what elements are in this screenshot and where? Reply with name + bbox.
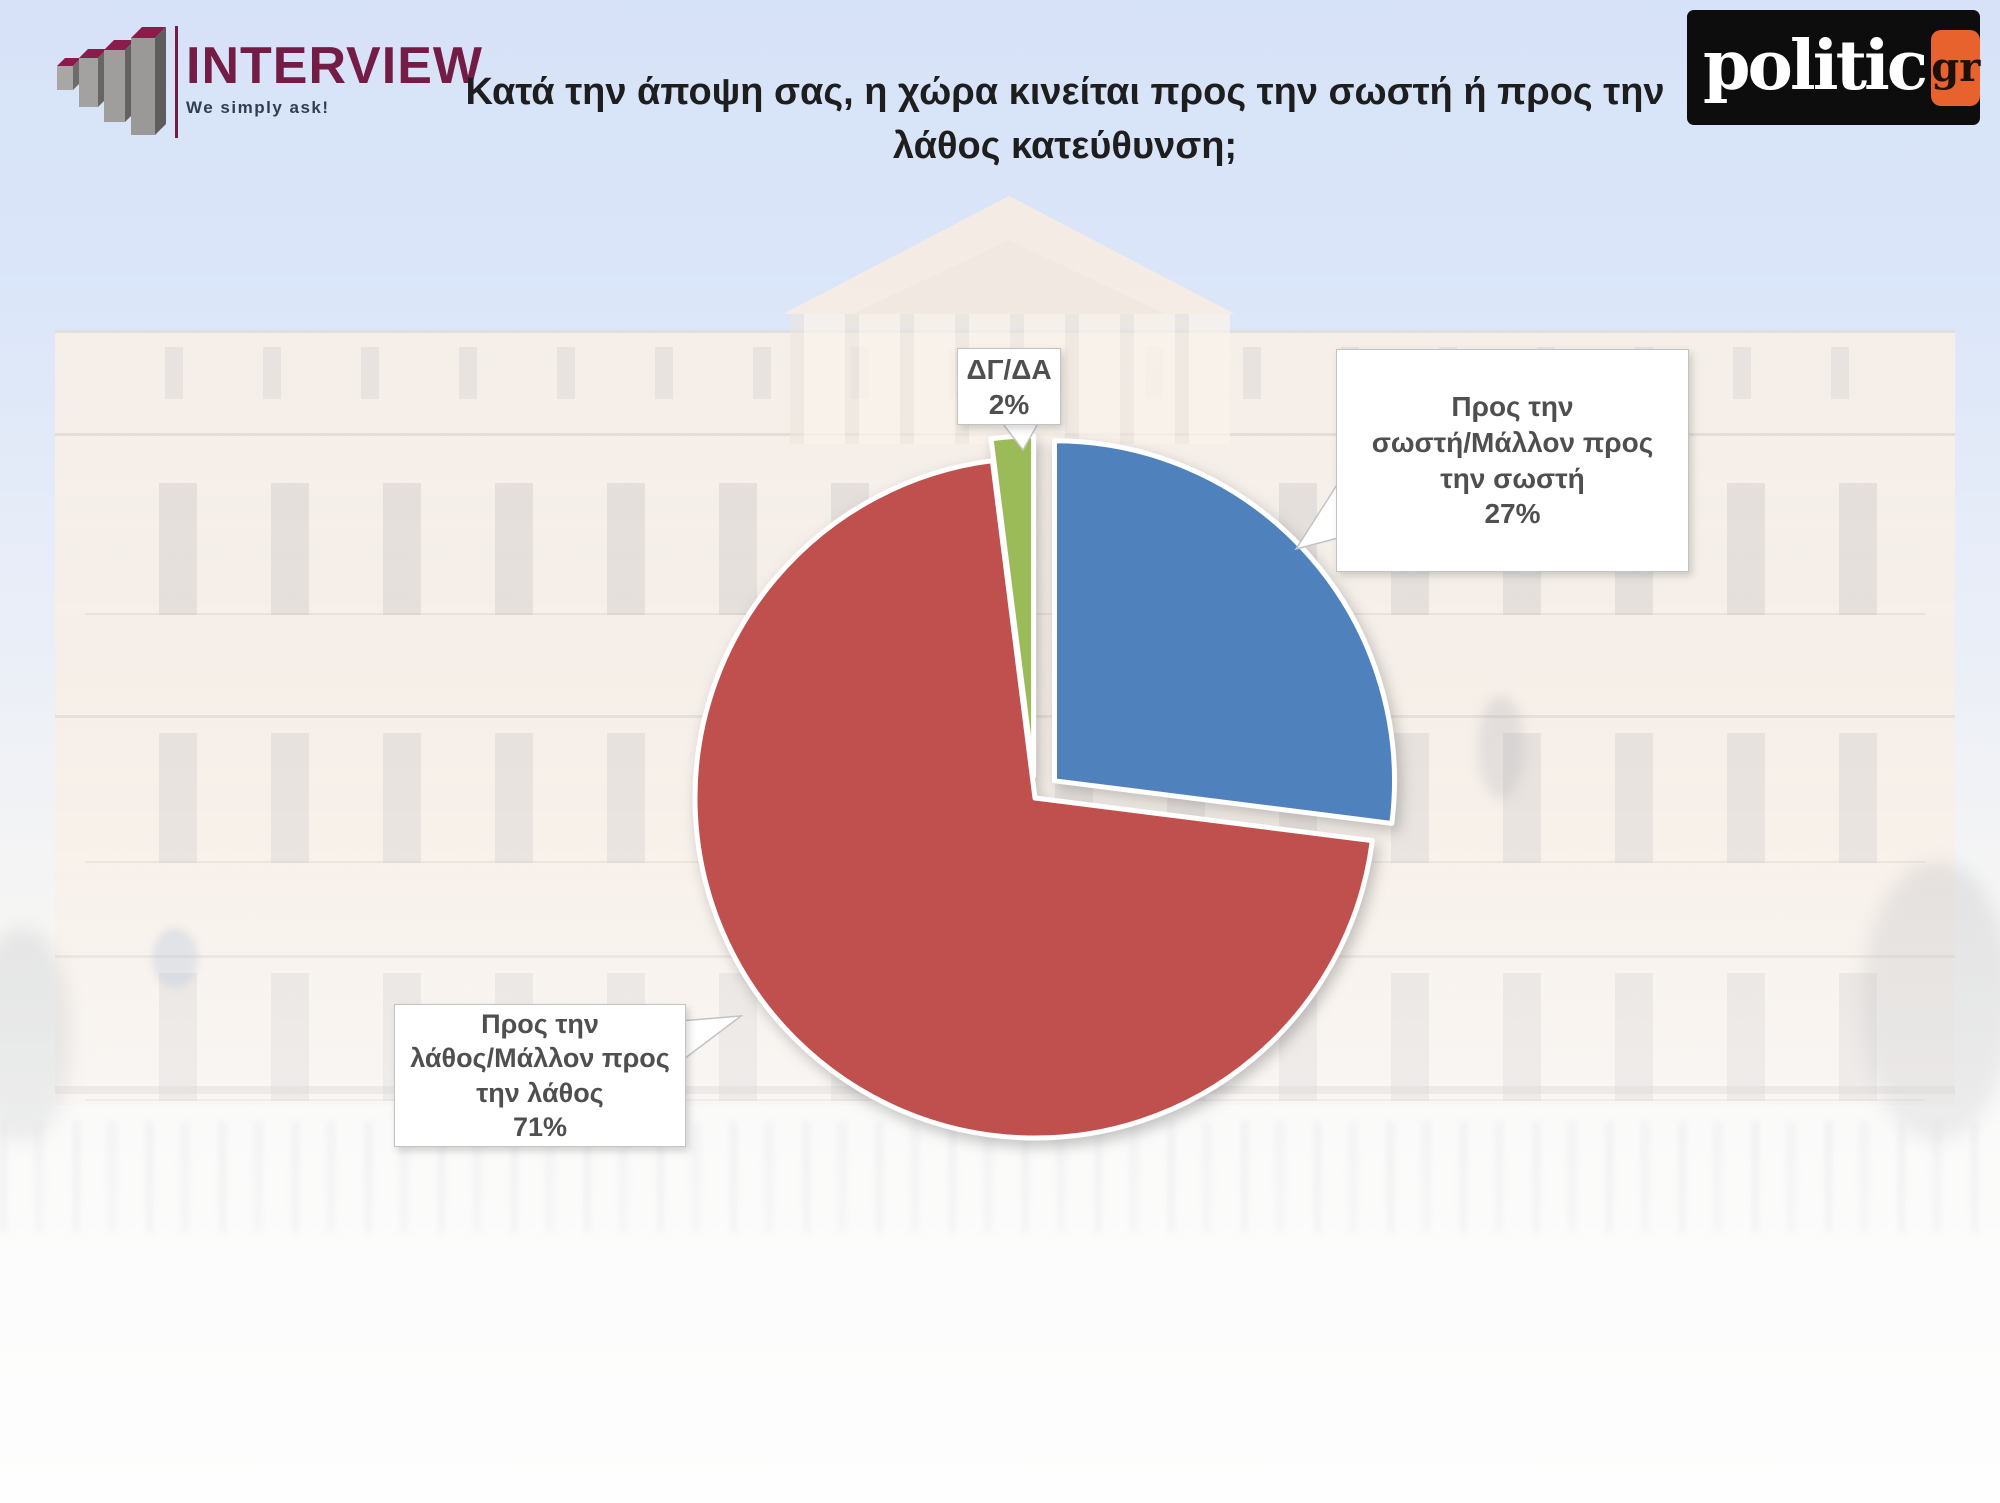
callout-label: ΔΓ/ΔΑ	[966, 353, 1052, 385]
callout-label-line: λάθος/Μάλλον προς	[410, 1043, 670, 1074]
interview-logo-tagline: We simply ask!	[186, 98, 330, 117]
pie-slice-right-direction	[1052, 438, 1397, 826]
callout-right-direction: Προς την σωστή/Μάλλον προς την σωστή 27%	[1336, 349, 1689, 572]
callout-label-line: την λάθος	[476, 1077, 604, 1108]
callout-value: 27%	[1484, 498, 1541, 530]
poll-question-title: Κατά την άποψη σας, η χώρα κινείται προς…	[465, 71, 1665, 167]
interview-bars-icon	[57, 26, 178, 138]
callout-label-line: Προς την	[1451, 390, 1574, 422]
politic-gr-logo: politic gr	[1687, 10, 1981, 125]
callout-dont-know: ΔΓ/ΔΑ 2%	[957, 348, 1061, 425]
politic-gr-badge: gr	[1931, 29, 1981, 106]
callout-label-line: την σωστή	[1440, 462, 1585, 494]
interview-logo: INTERVIEW We simply ask!	[55, 24, 515, 149]
politic-logo-text: politic	[1703, 25, 1928, 106]
callout-label-line: Προς την	[481, 1009, 599, 1040]
callout-wrong-direction: Προς την λάθος/Μάλλον προς την λάθος 71%	[394, 1004, 686, 1147]
interview-logo-text: INTERVIEW	[186, 37, 483, 95]
callout-value: 2%	[988, 388, 1030, 420]
callout-pointer-left	[679, 1015, 744, 1064]
callout-label-line: σωστή/Μάλλον προς	[1371, 426, 1654, 458]
pie-slice-wrong-direction	[692, 458, 1375, 1141]
callout-value: 71%	[512, 1111, 568, 1142]
